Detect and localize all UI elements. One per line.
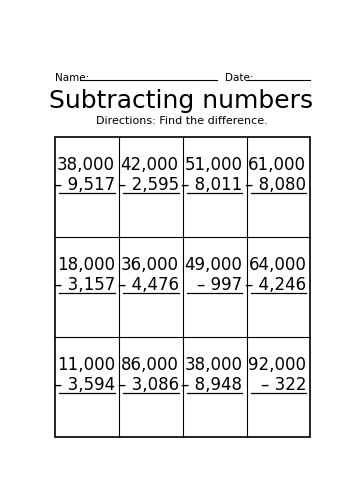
Text: 11,000: 11,000 <box>57 356 115 374</box>
Text: – 322: – 322 <box>261 376 306 394</box>
Text: – 9,517: – 9,517 <box>54 176 115 194</box>
Text: 61,000: 61,000 <box>248 156 306 174</box>
Text: 42,000: 42,000 <box>121 156 179 174</box>
Text: – 997: – 997 <box>197 276 242 294</box>
Text: – 2,595: – 2,595 <box>118 176 179 194</box>
Text: – 3,594: – 3,594 <box>54 376 115 394</box>
Text: – 8,011: – 8,011 <box>181 176 242 194</box>
Text: 86,000: 86,000 <box>121 356 179 374</box>
Text: 92,000: 92,000 <box>248 356 306 374</box>
Text: Subtracting numbers: Subtracting numbers <box>49 89 314 113</box>
Text: Date:: Date: <box>225 74 254 84</box>
Text: 38,000: 38,000 <box>184 356 242 374</box>
Text: 18,000: 18,000 <box>57 256 115 274</box>
Text: 49,000: 49,000 <box>184 256 242 274</box>
Text: – 4,476: – 4,476 <box>118 276 179 294</box>
Text: – 8,080: – 8,080 <box>245 176 306 194</box>
Text: 36,000: 36,000 <box>121 256 179 274</box>
Text: – 3,086: – 3,086 <box>118 376 179 394</box>
Text: – 4,246: – 4,246 <box>245 276 306 294</box>
Bar <box>55 137 310 438</box>
Text: Name:: Name: <box>55 74 90 84</box>
Text: 51,000: 51,000 <box>184 156 242 174</box>
Text: Directions: Find the difference.: Directions: Find the difference. <box>96 116 267 126</box>
Text: – 8,948: – 8,948 <box>182 376 242 394</box>
Text: 38,000: 38,000 <box>57 156 115 174</box>
Text: – 3,157: – 3,157 <box>54 276 115 294</box>
Text: 64,000: 64,000 <box>249 256 306 274</box>
